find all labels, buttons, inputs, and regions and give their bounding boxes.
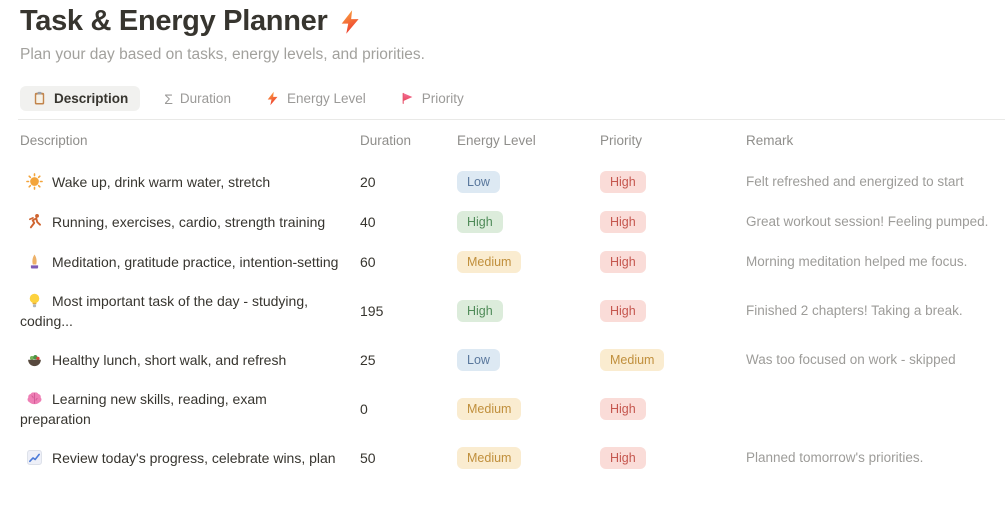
column-header-energy-level[interactable]: Energy Level bbox=[457, 133, 536, 148]
tab-description-label: Description bbox=[54, 91, 129, 106]
description-text: Running, exercises, cardio, strength tra… bbox=[52, 214, 326, 230]
tab-priority[interactable]: Priority bbox=[390, 86, 474, 111]
remark-cell[interactable]: Morning meditation helped me focus. bbox=[746, 254, 968, 269]
sun-icon bbox=[26, 173, 43, 190]
energy-badge: High bbox=[457, 300, 503, 322]
runner-icon bbox=[28, 213, 41, 229]
description-cell[interactable]: Learning new skills, reading, exam prepa… bbox=[20, 389, 360, 429]
tab-duration[interactable]: Σ Duration bbox=[154, 86, 241, 111]
description-cell[interactable]: Meditation, gratitude practice, intentio… bbox=[20, 252, 360, 272]
table-top-divider bbox=[18, 119, 1005, 120]
priority-cell[interactable]: High bbox=[600, 447, 742, 469]
description-text: Healthy lunch, short walk, and refresh bbox=[52, 352, 287, 368]
tab-description[interactable]: Description bbox=[20, 86, 141, 111]
salad-icon bbox=[28, 355, 41, 367]
clipboard-icon bbox=[34, 91, 45, 105]
energy-cell[interactable]: Low bbox=[457, 349, 600, 371]
description-text: Learning new skills, reading, exam prepa… bbox=[20, 391, 267, 427]
remark-cell[interactable]: Planned tomorrow's priorities. bbox=[746, 450, 924, 465]
remark-cell[interactable]: Was too focused on work - skipped bbox=[746, 352, 956, 367]
priority-cell[interactable]: High bbox=[600, 171, 742, 193]
praying-hands-icon bbox=[30, 254, 39, 269]
energy-cell[interactable]: Medium bbox=[457, 447, 600, 469]
priority-badge: High bbox=[600, 447, 646, 469]
priority-cell[interactable]: Medium bbox=[600, 349, 742, 371]
duration-cell[interactable]: 40 bbox=[360, 214, 376, 230]
table-row: Most important task of the day - studyin… bbox=[20, 282, 1005, 340]
priority-badge: High bbox=[600, 251, 646, 273]
duration-cell[interactable]: 60 bbox=[360, 254, 376, 270]
table-row: Running, exercises, cardio, strength tra… bbox=[20, 202, 1005, 242]
description-text: Wake up, drink warm water, stretch bbox=[52, 174, 271, 190]
energy-cell[interactable]: Low bbox=[457, 171, 600, 193]
description-text: Meditation, gratitude practice, intentio… bbox=[52, 254, 339, 270]
table-header-row: Description Duration Energy Level Priori… bbox=[20, 120, 1005, 162]
remark-cell[interactable]: Finished 2 chapters! Taking a break. bbox=[746, 303, 963, 318]
column-header-priority[interactable]: Priority bbox=[600, 133, 643, 148]
column-header-duration[interactable]: Duration bbox=[360, 133, 412, 148]
energy-cell[interactable]: High bbox=[457, 300, 600, 322]
tab-energy-level[interactable]: Energy Level bbox=[255, 86, 376, 111]
table-row: Healthy lunch, short walk, and refresh 2… bbox=[20, 340, 1005, 380]
energy-badge: Low bbox=[457, 171, 500, 193]
task-table: Description Duration Energy Level Priori… bbox=[20, 120, 1005, 478]
chart-increasing-icon bbox=[26, 449, 43, 466]
priority-badge: High bbox=[600, 171, 646, 193]
tab-duration-label: Duration bbox=[179, 91, 231, 106]
priority-cell[interactable]: High bbox=[600, 251, 742, 273]
tab-energy-level-label: Energy Level bbox=[286, 91, 366, 106]
priority-badge: Medium bbox=[600, 349, 665, 371]
column-header-remark[interactable]: Remark bbox=[746, 133, 794, 148]
duration-cell[interactable]: 25 bbox=[360, 352, 376, 368]
energy-badge: Medium bbox=[457, 447, 522, 469]
priority-badge: High bbox=[600, 300, 646, 322]
page-subtitle: Plan your day based on tasks, energy lev… bbox=[20, 46, 425, 63]
duration-cell[interactable]: 195 bbox=[360, 303, 384, 319]
energy-badge: High bbox=[457, 211, 503, 233]
description-cell[interactable]: Most important task of the day - studyin… bbox=[20, 291, 360, 331]
description-cell[interactable]: Review today's progress, celebrate wins,… bbox=[20, 448, 360, 468]
lightning-icon bbox=[267, 91, 278, 106]
priority-cell[interactable]: High bbox=[600, 398, 742, 420]
energy-cell[interactable]: Medium bbox=[457, 251, 600, 273]
energy-cell[interactable]: Medium bbox=[457, 398, 600, 420]
description-cell[interactable]: Running, exercises, cardio, strength tra… bbox=[20, 212, 360, 232]
sigma-icon: Σ bbox=[164, 90, 173, 107]
remark-cell[interactable]: Great workout session! Feeling pumped. bbox=[746, 214, 989, 229]
brain-icon bbox=[27, 391, 42, 405]
duration-cell[interactable]: 20 bbox=[360, 174, 376, 190]
page-title-text: Task & Energy Planner bbox=[20, 5, 328, 37]
energy-badge: Medium bbox=[457, 398, 522, 420]
priority-badge: High bbox=[600, 398, 646, 420]
priority-cell[interactable]: High bbox=[600, 211, 742, 233]
description-cell[interactable]: Wake up, drink warm water, stretch bbox=[20, 172, 360, 192]
table-row: Learning new skills, reading, exam prepa… bbox=[20, 380, 1005, 438]
table-body: Wake up, drink warm water, stretch 20 Lo… bbox=[20, 162, 1005, 478]
energy-badge: Medium bbox=[457, 251, 522, 273]
column-header-description[interactable]: Description bbox=[20, 133, 88, 148]
high-voltage-bolt-icon bbox=[342, 10, 360, 34]
priority-cell[interactable]: High bbox=[600, 300, 742, 322]
table-row: Wake up, drink warm water, stretch 20 Lo… bbox=[20, 162, 1005, 202]
light-bulb-icon bbox=[29, 293, 40, 308]
priority-badge: High bbox=[600, 211, 646, 233]
page-title: Task & Energy Planner bbox=[20, 2, 1005, 40]
duration-cell[interactable]: 50 bbox=[360, 450, 376, 466]
energy-cell[interactable]: High bbox=[457, 211, 600, 233]
description-text: Most important task of the day - studyin… bbox=[20, 293, 309, 329]
description-cell[interactable]: Healthy lunch, short walk, and refresh bbox=[20, 350, 360, 370]
table-row: Meditation, gratitude practice, intentio… bbox=[20, 242, 1005, 282]
energy-badge: Low bbox=[457, 349, 500, 371]
table-row: Review today's progress, celebrate wins,… bbox=[20, 438, 1005, 478]
remark-cell[interactable]: Felt refreshed and energized to start bbox=[746, 174, 964, 189]
tab-priority-label: Priority bbox=[421, 91, 464, 106]
view-tabs: Description Σ Duration Energy Level Prio… bbox=[20, 86, 1005, 111]
duration-cell[interactable]: 0 bbox=[360, 401, 368, 417]
flag-icon bbox=[402, 92, 413, 104]
description-text: Review today's progress, celebrate wins,… bbox=[52, 450, 336, 466]
